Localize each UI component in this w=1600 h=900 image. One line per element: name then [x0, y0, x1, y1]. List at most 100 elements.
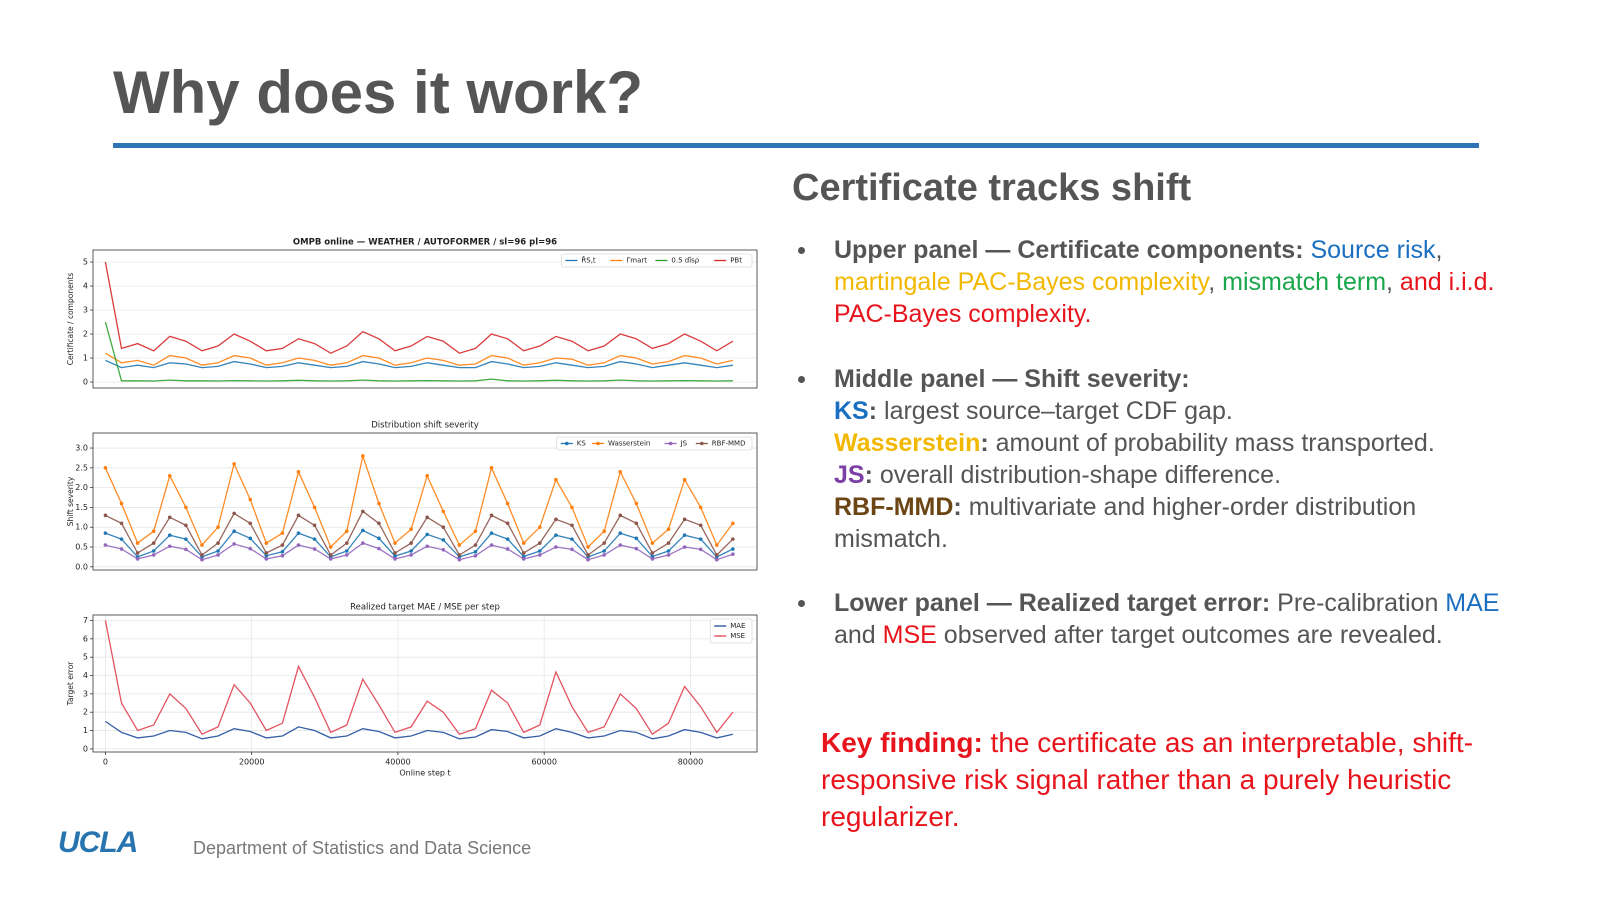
legend-marker	[596, 441, 600, 446]
series-marker	[489, 543, 494, 547]
series-marker	[666, 553, 671, 557]
x-tick-label: 0	[103, 758, 108, 767]
legend-label: Wasserstein	[608, 440, 650, 448]
series-marker	[184, 505, 188, 510]
series-marker	[570, 537, 574, 541]
series-marker	[167, 473, 172, 478]
series-marker	[586, 553, 590, 557]
series-marker	[216, 541, 220, 545]
text-run: mismatch.	[834, 525, 948, 553]
text-run: :	[868, 397, 878, 425]
series-marker	[232, 511, 236, 516]
series-marker	[344, 553, 349, 557]
series-marker	[328, 553, 333, 557]
text-line: JS: overall distribution-shape differenc…	[834, 459, 1435, 491]
series-marker	[248, 497, 253, 502]
text-run: MSE	[882, 621, 937, 649]
series-marker	[167, 544, 172, 549]
series-marker	[264, 557, 269, 561]
bullet-dot	[798, 600, 805, 607]
text-run: mismatch term	[1215, 268, 1387, 296]
y-tick-label: 2.0	[75, 483, 88, 492]
text-run: overall distribution-shape difference.	[872, 461, 1282, 489]
series-marker	[602, 541, 606, 545]
text-run: observed after target outcomes are revea…	[936, 621, 1443, 649]
series-marker	[361, 541, 365, 545]
series-marker	[441, 525, 446, 530]
series-marker	[570, 547, 574, 552]
series-marker	[312, 537, 317, 541]
series-marker	[296, 470, 301, 474]
series-marker	[296, 513, 301, 518]
series-marker	[473, 549, 478, 554]
series-marker	[425, 473, 429, 478]
series-marker	[521, 541, 526, 545]
text-run: regularizer.	[821, 801, 960, 832]
text-run: ,	[1386, 268, 1393, 296]
series-marker	[650, 557, 655, 561]
text-run: Upper panel — Certificate components:	[834, 236, 1304, 264]
series-marker	[167, 533, 172, 537]
series-marker	[296, 531, 301, 535]
text-line: Lower panel — Realized target error: Pre…	[834, 587, 1499, 619]
y-tick-label: 0	[83, 378, 88, 387]
series-line	[105, 359, 733, 369]
series-marker	[344, 541, 349, 545]
series-marker	[232, 542, 236, 546]
series-marker	[731, 521, 735, 526]
series-marker	[731, 547, 735, 551]
series-marker	[554, 477, 558, 482]
bullet: Upper panel — Certificate components: So…	[798, 234, 1494, 330]
series-marker	[409, 549, 413, 553]
legend-marker	[700, 441, 704, 446]
series-marker	[473, 543, 478, 547]
y-tick-label: 1.0	[75, 523, 88, 532]
series-marker	[441, 509, 446, 514]
text-run: responsive risk signal rather than a pur…	[821, 764, 1452, 795]
series-marker	[698, 537, 703, 541]
x-tick-label: 40000	[385, 758, 410, 767]
legend-box	[709, 618, 753, 644]
y-tick-label: 2	[83, 330, 88, 339]
series-marker	[119, 547, 124, 551]
series-line	[104, 453, 734, 549]
series-marker	[103, 466, 108, 470]
series-marker	[634, 536, 639, 541]
series-marker	[634, 521, 639, 526]
series-marker	[698, 505, 703, 510]
text-run: ,	[1208, 268, 1216, 296]
y-tick-label: 5	[83, 653, 88, 662]
series-marker	[425, 532, 429, 537]
text-line: regularizer.	[821, 798, 1473, 835]
series-marker	[280, 549, 285, 554]
series-marker	[425, 544, 429, 549]
series-marker	[119, 537, 124, 541]
series-marker	[457, 553, 462, 557]
series-line	[105, 352, 734, 366]
series-line	[104, 620, 734, 736]
plot-frame	[92, 614, 758, 753]
series-marker	[538, 553, 542, 557]
series-line	[104, 321, 733, 382]
series-marker	[489, 466, 494, 470]
text-line: Middle panel — Shift severity:	[834, 363, 1435, 395]
legend-label: PBt	[730, 257, 742, 265]
series-marker	[377, 536, 381, 541]
series-marker	[586, 557, 590, 562]
series-marker	[361, 509, 365, 514]
series-marker	[200, 557, 204, 562]
legend-marker	[565, 441, 569, 446]
series-marker	[714, 557, 719, 562]
legend-label: MSE	[730, 632, 745, 640]
series-marker	[538, 541, 542, 545]
series-marker	[151, 553, 156, 557]
series-marker	[602, 549, 606, 553]
y-tick-label: 2	[83, 708, 88, 717]
plot-frame	[92, 432, 758, 571]
series-marker	[248, 546, 253, 551]
series-marker	[103, 531, 108, 535]
text-run: KS	[834, 397, 869, 425]
series-marker	[618, 543, 623, 547]
series-marker	[103, 513, 108, 518]
series-marker	[666, 541, 671, 545]
